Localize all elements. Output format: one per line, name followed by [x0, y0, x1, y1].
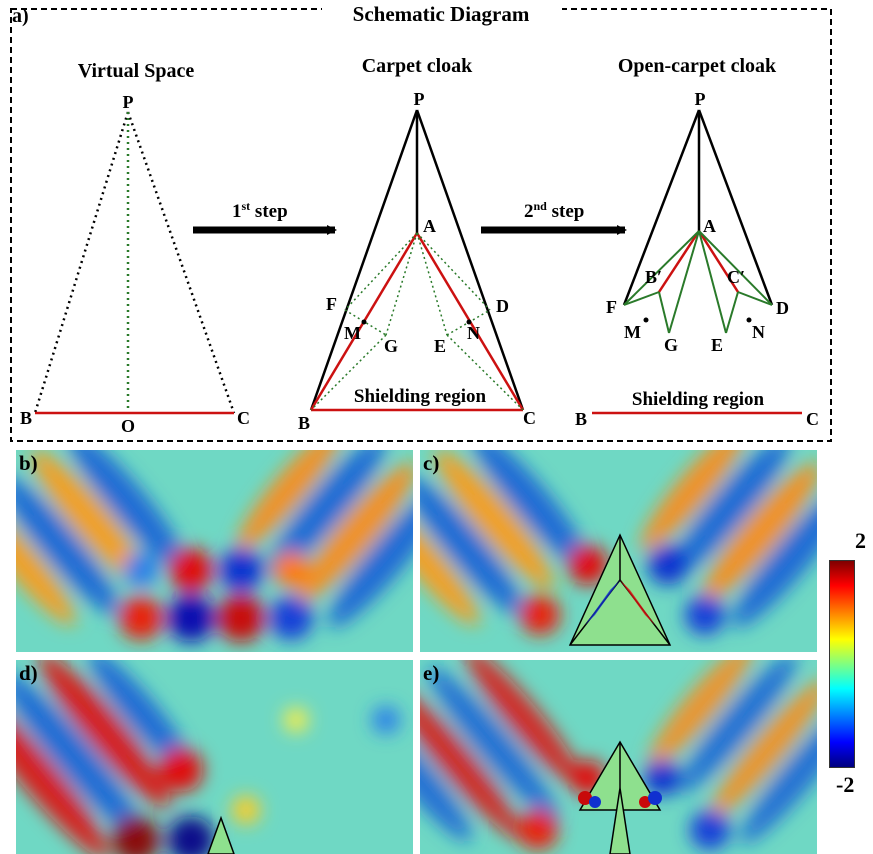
open-carpet-cloak-title: Open-carpet cloak [618, 55, 777, 77]
step2-word: step [552, 201, 585, 222]
field-panel-c: c) [420, 450, 817, 652]
oc-point-label-B-prime: B′ [645, 267, 662, 287]
step2-number: 2 [524, 201, 534, 222]
carpet-cloak-title: Carpet cloak [362, 55, 473, 77]
oc-point-label-N: N [752, 322, 765, 342]
cc-point-label-E: E [434, 336, 446, 356]
schematic-title: Schematic Diagram [353, 2, 530, 26]
oc-point-label-G: G [664, 335, 678, 355]
oc-shielding-label: Shielding region [632, 389, 765, 410]
carpet-cloak-diagram: Carpet cloak P A F M G E N D Shielding r… [298, 55, 536, 433]
cc-point-label-F: F [326, 294, 337, 314]
oc-point-label-C-prime: C′ [727, 267, 745, 287]
field-panel-e: e) [420, 660, 817, 854]
panel-label-b: b) [19, 451, 38, 475]
point-label-B: B [20, 408, 32, 428]
panel-label-a: a) [12, 5, 29, 27]
colorbar [829, 560, 855, 768]
panel-label-c: c) [423, 451, 440, 475]
schematic-diagram: a) Schematic Diagram Virtual Space P B O… [10, 0, 832, 442]
cc-point-label-M: M [344, 323, 361, 343]
step1-arrow: 1st step [193, 199, 337, 235]
oc-point-label-M: M [624, 322, 641, 342]
step2-arrow: 2nd step [481, 199, 627, 235]
virtual-space-diagram: Virtual Space P B O C [20, 60, 250, 436]
step1-number: 1 [232, 201, 242, 222]
svg-text:2nd step: 2nd step [524, 199, 584, 222]
svg-text:1st step: 1st step [232, 199, 288, 222]
colorbar-max-label: 2 [855, 528, 866, 553]
step2-superscript: nd [534, 199, 548, 213]
oc-point-label-E: E [711, 335, 723, 355]
colorbar-min-label: -2 [836, 772, 855, 797]
step1-superscript: st [242, 199, 251, 213]
cc-shielding-label: Shielding region [354, 386, 487, 407]
field-panel-d: d) [16, 660, 413, 854]
field-panel-b: b) [16, 450, 413, 652]
cc-point-label-N: N [467, 323, 480, 343]
virtual-space-title: Virtual Space [78, 60, 195, 82]
panel-label-e: e) [423, 661, 440, 685]
cc-point-label-D: D [496, 296, 509, 316]
cc-point-label-C: C [523, 408, 536, 428]
oc-point-label-A: A [703, 216, 716, 236]
cc-point-label-G: G [384, 336, 398, 356]
oc-point-label-P: P [695, 89, 706, 109]
open-carpet-cloak-diagram: Open-carpet cloak P A B′ C′ F M G E N D … [575, 55, 819, 429]
panel-label-d: d) [19, 661, 38, 685]
point-label-P: P [123, 92, 134, 112]
step1-word: step [255, 201, 288, 222]
point-label-O: O [121, 416, 135, 436]
cc-point-label-A: A [423, 216, 436, 236]
point-label-C: C [237, 408, 250, 428]
oc-point-label-F: F [606, 297, 617, 317]
cc-point-label-B: B [298, 413, 310, 433]
cc-point-label-P: P [414, 89, 425, 109]
oc-point-label-C: C [806, 409, 819, 429]
oc-point-label-D: D [776, 298, 789, 318]
oc-point-label-B: B [575, 409, 587, 429]
